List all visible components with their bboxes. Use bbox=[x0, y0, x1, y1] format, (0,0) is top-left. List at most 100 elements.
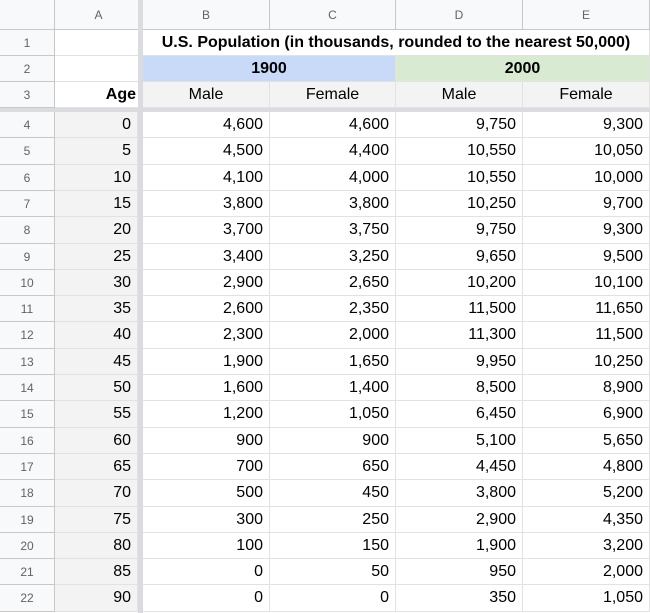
population-cell[interactable]: 2,350 bbox=[270, 296, 396, 322]
population-cell[interactable]: 2,300 bbox=[143, 322, 270, 349]
population-cell[interactable]: 9,750 bbox=[396, 112, 523, 138]
population-cell[interactable]: 9,950 bbox=[396, 349, 523, 375]
age-cell[interactable]: 55 bbox=[55, 401, 138, 428]
population-cell[interactable]: 0 bbox=[270, 585, 396, 612]
population-cell[interactable]: 1,600 bbox=[143, 375, 270, 401]
population-cell[interactable]: 6,900 bbox=[523, 401, 650, 428]
row-header[interactable]: 7 bbox=[0, 191, 55, 217]
population-cell[interactable]: 4,500 bbox=[143, 138, 270, 165]
age-cell[interactable]: 15 bbox=[55, 191, 138, 217]
row-header[interactable]: 3 bbox=[0, 82, 55, 108]
sex-header[interactable]: Male bbox=[396, 82, 523, 108]
population-cell[interactable]: 4,100 bbox=[143, 165, 270, 191]
sex-header[interactable]: Female bbox=[523, 82, 650, 108]
population-cell[interactable]: 9,500 bbox=[523, 244, 650, 270]
population-cell[interactable]: 700 bbox=[143, 454, 270, 480]
population-cell[interactable]: 900 bbox=[143, 428, 270, 454]
row-header[interactable]: 22 bbox=[0, 585, 55, 612]
population-cell[interactable]: 11,650 bbox=[523, 296, 650, 322]
population-cell[interactable]: 1,900 bbox=[396, 533, 523, 559]
population-cell[interactable]: 4,400 bbox=[270, 138, 396, 165]
population-cell[interactable]: 3,800 bbox=[396, 480, 523, 507]
population-cell[interactable]: 9,700 bbox=[523, 191, 650, 217]
population-cell[interactable]: 0 bbox=[143, 585, 270, 612]
sex-header[interactable]: Female bbox=[270, 82, 396, 108]
population-cell[interactable]: 10,000 bbox=[523, 165, 650, 191]
population-cell[interactable]: 10,050 bbox=[523, 138, 650, 165]
population-cell[interactable]: 1,650 bbox=[270, 349, 396, 375]
age-cell[interactable]: 75 bbox=[55, 507, 138, 533]
population-cell[interactable]: 2,000 bbox=[270, 322, 396, 349]
population-cell[interactable]: 2,600 bbox=[143, 296, 270, 322]
age-cell[interactable]: 30 bbox=[55, 270, 138, 296]
frozen-row-divider[interactable] bbox=[0, 108, 650, 112]
row-header[interactable]: 18 bbox=[0, 480, 55, 507]
population-cell[interactable]: 350 bbox=[396, 585, 523, 612]
row-header[interactable]: 21 bbox=[0, 559, 55, 585]
population-cell[interactable]: 150 bbox=[270, 533, 396, 559]
population-cell[interactable]: 300 bbox=[143, 507, 270, 533]
population-cell[interactable]: 0 bbox=[143, 559, 270, 585]
age-header[interactable]: Age bbox=[55, 82, 143, 108]
population-cell[interactable]: 10,200 bbox=[396, 270, 523, 296]
column-header-a[interactable]: A bbox=[55, 0, 143, 30]
population-cell[interactable]: 10,250 bbox=[523, 349, 650, 375]
age-cell[interactable]: 45 bbox=[55, 349, 138, 375]
frozen-column-divider[interactable] bbox=[138, 0, 143, 613]
population-cell[interactable]: 4,350 bbox=[523, 507, 650, 533]
age-cell[interactable]: 65 bbox=[55, 454, 138, 480]
population-cell[interactable]: 3,200 bbox=[523, 533, 650, 559]
population-cell[interactable]: 2,000 bbox=[523, 559, 650, 585]
population-cell[interactable]: 11,500 bbox=[523, 322, 650, 349]
population-cell[interactable]: 10,550 bbox=[396, 165, 523, 191]
column-header-b[interactable]: B bbox=[143, 0, 270, 30]
row-header[interactable]: 19 bbox=[0, 507, 55, 533]
population-cell[interactable]: 4,450 bbox=[396, 454, 523, 480]
population-cell[interactable]: 3,750 bbox=[270, 217, 396, 244]
population-cell[interactable]: 2,650 bbox=[270, 270, 396, 296]
age-cell[interactable]: 35 bbox=[55, 296, 138, 322]
row-header[interactable]: 9 bbox=[0, 244, 55, 270]
population-cell[interactable]: 2,900 bbox=[143, 270, 270, 296]
population-cell[interactable]: 8,900 bbox=[523, 375, 650, 401]
population-cell[interactable]: 4,800 bbox=[523, 454, 650, 480]
population-cell[interactable]: 250 bbox=[270, 507, 396, 533]
year-1900-header[interactable]: 1900 bbox=[143, 56, 396, 82]
age-cell[interactable]: 25 bbox=[55, 244, 138, 270]
population-cell[interactable]: 1,050 bbox=[270, 401, 396, 428]
population-cell[interactable]: 10,550 bbox=[396, 138, 523, 165]
age-cell[interactable]: 80 bbox=[55, 533, 138, 559]
select-all-corner[interactable] bbox=[0, 0, 55, 30]
row-header[interactable]: 16 bbox=[0, 428, 55, 454]
row-header[interactable]: 5 bbox=[0, 138, 55, 165]
column-header-c[interactable]: C bbox=[270, 0, 396, 30]
population-cell[interactable]: 4,600 bbox=[270, 112, 396, 138]
row-header[interactable]: 8 bbox=[0, 217, 55, 244]
column-header-d[interactable]: D bbox=[396, 0, 523, 30]
population-cell[interactable]: 3,700 bbox=[143, 217, 270, 244]
population-cell[interactable]: 1,050 bbox=[523, 585, 650, 612]
cell-a2[interactable] bbox=[55, 56, 143, 82]
population-cell[interactable]: 500 bbox=[143, 480, 270, 507]
row-header[interactable]: 14 bbox=[0, 375, 55, 401]
population-cell[interactable]: 9,300 bbox=[523, 217, 650, 244]
population-cell[interactable]: 3,800 bbox=[270, 191, 396, 217]
cell-a1[interactable] bbox=[55, 30, 143, 56]
population-cell[interactable]: 4,000 bbox=[270, 165, 396, 191]
row-header[interactable]: 11 bbox=[0, 296, 55, 322]
age-cell[interactable]: 40 bbox=[55, 322, 138, 349]
age-cell[interactable]: 50 bbox=[55, 375, 138, 401]
row-header[interactable]: 1 bbox=[0, 30, 55, 56]
population-cell[interactable]: 650 bbox=[270, 454, 396, 480]
population-cell[interactable]: 5,100 bbox=[396, 428, 523, 454]
population-cell[interactable]: 4,600 bbox=[143, 112, 270, 138]
age-cell[interactable]: 10 bbox=[55, 165, 138, 191]
population-cell[interactable]: 450 bbox=[270, 480, 396, 507]
row-header[interactable]: 12 bbox=[0, 322, 55, 349]
population-cell[interactable]: 9,750 bbox=[396, 217, 523, 244]
population-cell[interactable]: 5,650 bbox=[523, 428, 650, 454]
population-cell[interactable]: 1,400 bbox=[270, 375, 396, 401]
population-cell[interactable]: 5,200 bbox=[523, 480, 650, 507]
population-cell[interactable]: 2,900 bbox=[396, 507, 523, 533]
age-cell[interactable]: 20 bbox=[55, 217, 138, 244]
